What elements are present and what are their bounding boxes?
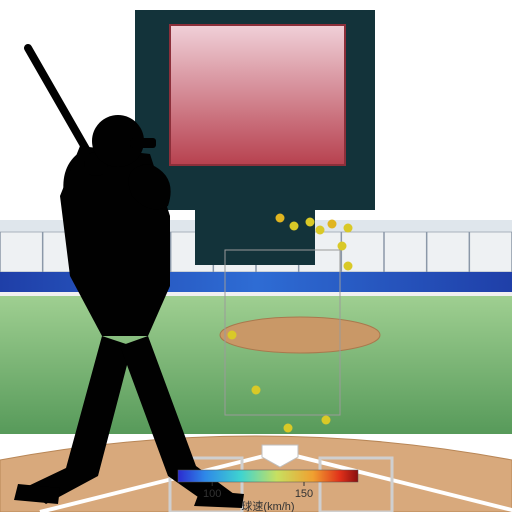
pitch-marker: [276, 214, 285, 223]
legend-label: 球速(km/h): [241, 499, 294, 512]
pitch-marker: [322, 416, 331, 425]
legend-tick: 100: [203, 488, 221, 500]
pitch-marker: [344, 224, 353, 233]
pitch-marker: [328, 220, 337, 229]
pitch-marker: [316, 226, 325, 235]
pitch-marker: [290, 222, 299, 231]
pitch-marker: [306, 218, 315, 227]
pitch-marker: [228, 331, 237, 340]
pitch-marker: [284, 424, 293, 433]
pitch-marker: [344, 262, 353, 271]
pitchers-mound: [220, 317, 380, 353]
pitch-marker: [252, 386, 261, 395]
pitch-marker: [338, 242, 347, 251]
legend-tick: 150: [295, 488, 313, 500]
